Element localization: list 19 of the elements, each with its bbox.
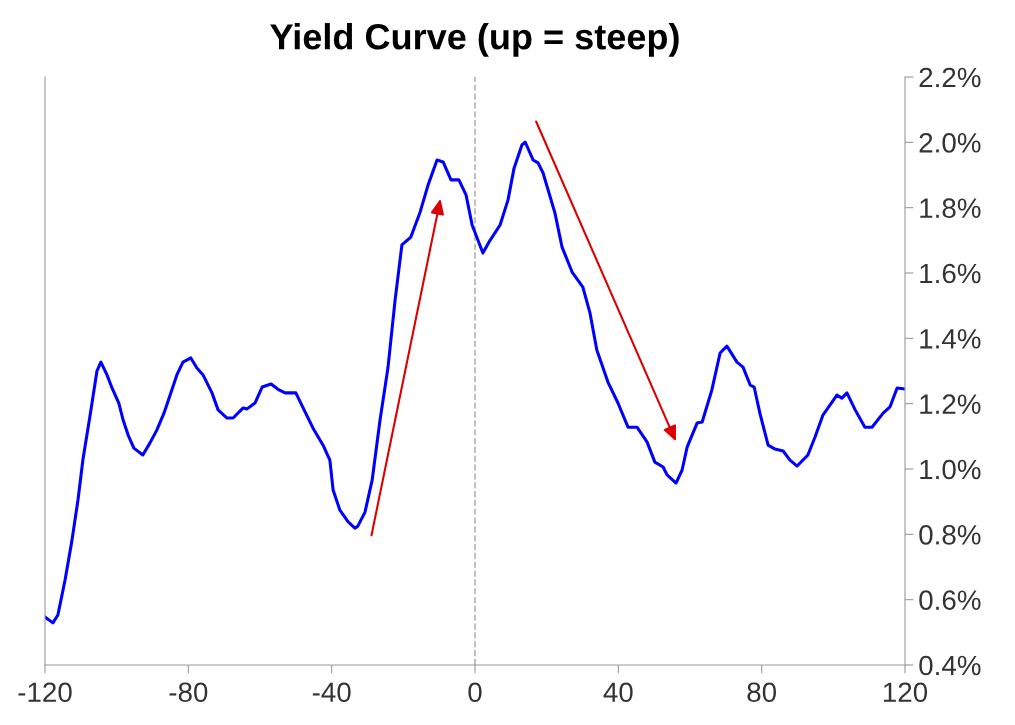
y-tick-label: 1.6% — [920, 263, 981, 284]
y-tick-label: 0.8% — [919, 525, 981, 545]
x-tick-label: 80 — [747, 682, 777, 703]
y-tick-label: 2.0% — [919, 133, 981, 153]
y-tick-label: 0.6% — [919, 590, 981, 611]
x-tick-label: 0 — [468, 682, 482, 703]
y-tick-label: 1.0% — [920, 459, 981, 480]
x-tick-label: 40 — [603, 682, 633, 703]
y-tick-label: 1.8% — [920, 198, 981, 219]
chart-title: Yield Curve (up = steep) — [270, 23, 679, 57]
x-tick-label: 120 — [883, 682, 928, 703]
y-tick-label: 0.4% — [919, 655, 981, 676]
y-tick-label: 1.2% — [920, 394, 981, 414]
x-tick-label: -120 — [18, 682, 72, 703]
y-tick-label: 2.2% — [919, 67, 981, 88]
x-tick-label: -80 — [169, 682, 208, 703]
line-series — [45, 140, 905, 625]
x-tick-label: -40 — [312, 682, 351, 703]
y-tick-label: 1.4% — [920, 329, 981, 349]
